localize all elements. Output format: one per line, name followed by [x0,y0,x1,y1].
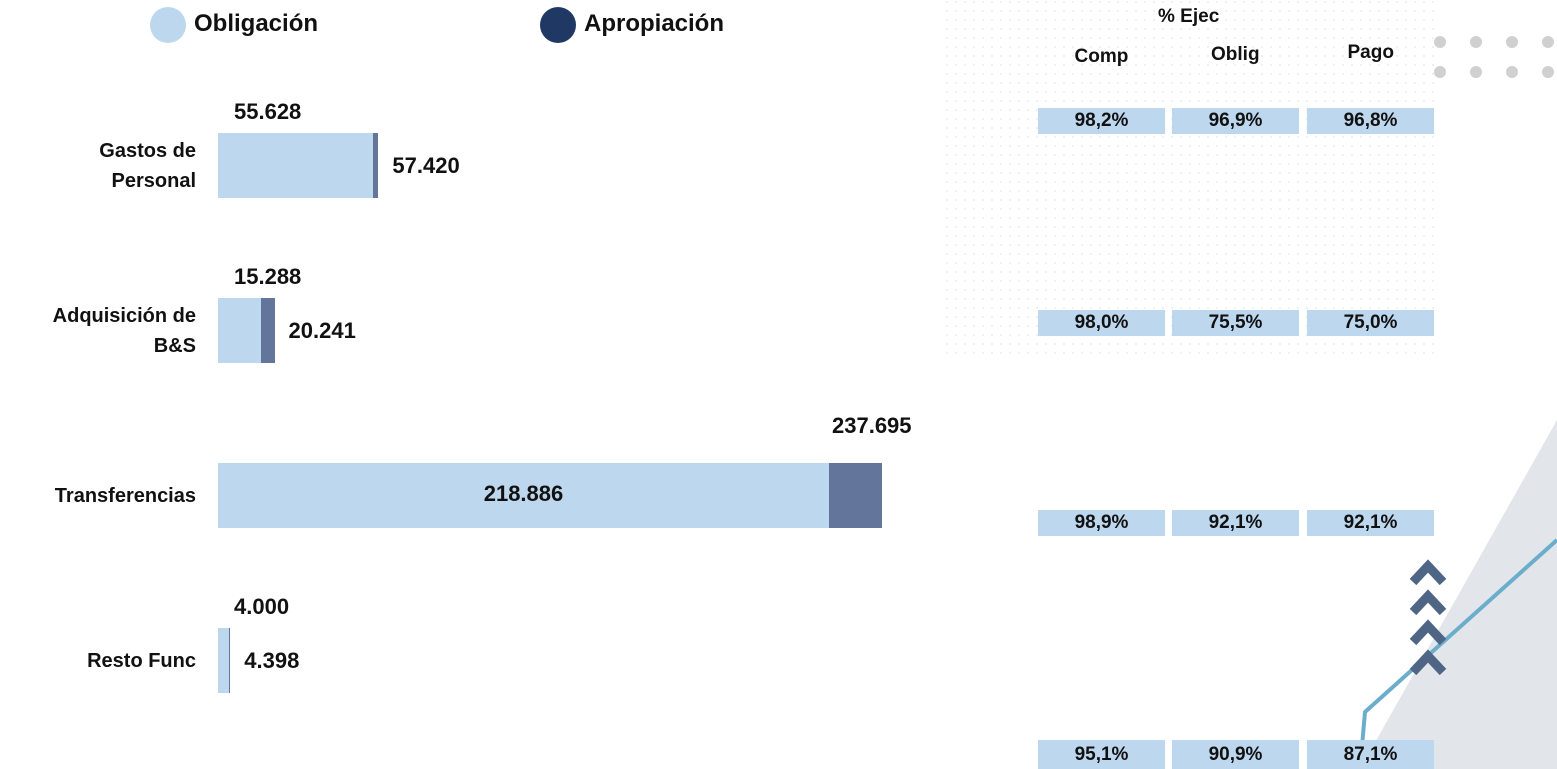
table-cell: 90,9% [1172,740,1299,769]
data-label: 20.241 [289,318,356,344]
bar [218,133,373,198]
table-cell: 98,9% [1038,510,1165,536]
legend-swatch [150,7,186,43]
table-cell: 75,0% [1307,310,1434,336]
table-cell: 92,1% [1307,510,1434,536]
table-cell: 95,1% [1038,740,1165,769]
legend-label: Obligación [194,10,318,38]
page: {"chart_data": {"type": "bar", "orientat… [0,0,1557,769]
category-label: Resto Func [36,646,196,676]
legend-label: Apropiación [584,10,724,38]
data-label: 15.288 [234,264,301,290]
bar [218,628,229,693]
column-header: Comp [1075,46,1129,68]
category-label: Transferencias [36,481,196,511]
table-cell: 96,9% [1172,108,1299,134]
column-header: Pago [1348,42,1394,64]
data-label: 237.695 [832,413,912,439]
data-label: 57.420 [392,153,459,179]
data-label: 4.398 [244,648,299,674]
table-cell: 75,5% [1172,310,1299,336]
table-title: % Ejec [1158,6,1219,28]
data-label: 218.886 [484,481,564,507]
column-header: Oblig [1211,44,1260,66]
table-cell: 96,8% [1307,108,1434,134]
table-cell: 87,1% [1307,740,1434,769]
data-label: 55.628 [234,99,301,125]
data-label: 4.000 [234,594,289,620]
table-cell: 98,0% [1038,310,1165,336]
category-label: Adquisición de B&S [36,301,196,361]
table-cell: 92,1% [1172,510,1299,536]
legend-swatch [540,7,576,43]
table-cell: 98,2% [1038,108,1165,134]
bar [218,298,261,363]
category-label: Gastos de Personal [36,136,196,196]
